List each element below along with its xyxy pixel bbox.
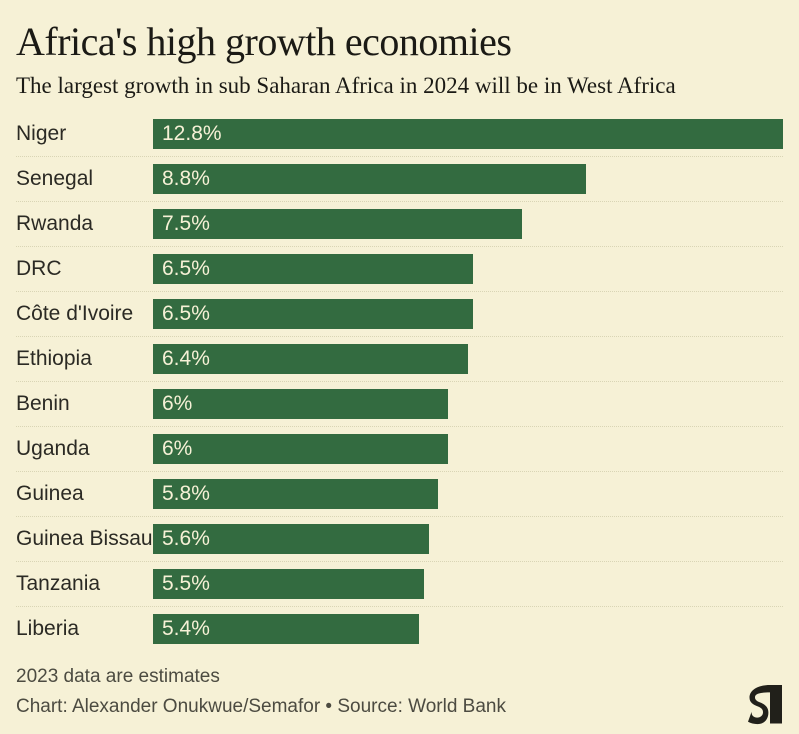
bar-row: Côte d'Ivoire 6.5%: [16, 291, 783, 336]
value-bar: 12.8%: [153, 118, 783, 149]
bar-track: 8.8%: [153, 164, 783, 195]
bar-row: Ethiopia 6.4%: [16, 336, 783, 381]
bar-row: Uganda 6%: [16, 426, 783, 471]
bar-track: 5.5%: [153, 569, 783, 600]
chart-credit: Chart: Alexander Onukwue/Semafor • Sourc…: [16, 696, 506, 718]
country-label: Niger: [16, 121, 67, 145]
value-bar: 6.4%: [153, 344, 468, 375]
value-label: 6.5%: [162, 302, 210, 326]
bar-track: 5.6%: [153, 524, 783, 555]
value-bar: 5.8%: [153, 479, 439, 510]
bar-track: 6%: [153, 434, 783, 465]
value-bar: 5.5%: [153, 569, 424, 600]
semafor-logo-icon: [745, 683, 785, 725]
value-bar: 6.5%: [153, 254, 473, 285]
value-bar: 8.8%: [153, 164, 587, 195]
value-bar: 6.5%: [153, 299, 473, 330]
value-label: 6.4%: [162, 347, 210, 371]
country-label: Tanzania: [16, 572, 101, 596]
value-label: 5.5%: [162, 572, 210, 596]
value-bar: 7.5%: [153, 209, 523, 240]
bar-track: 6.5%: [153, 299, 783, 330]
value-bar: 5.4%: [153, 614, 419, 645]
value-label: 5.8%: [162, 482, 210, 506]
country-label: DRC: [16, 257, 62, 281]
value-bar: 6%: [153, 389, 449, 420]
country-label: Liberia: [16, 617, 80, 641]
value-label: 6.5%: [162, 257, 210, 281]
bar-row: Guinea Bissau 5.6%: [16, 516, 783, 561]
bar-row: Benin 6%: [16, 381, 783, 426]
bar-track: 6.4%: [153, 344, 783, 375]
country-label: Guinea Bissau: [16, 527, 153, 551]
value-label: 5.6%: [162, 527, 210, 551]
bar-track: 6.5%: [153, 254, 783, 285]
bar-row: Senegal 8.8%: [16, 156, 783, 201]
bar-row: Guinea 5.8%: [16, 471, 783, 516]
value-label: 5.4%: [162, 617, 210, 641]
value-bar: 5.6%: [153, 524, 429, 555]
value-label: 12.8%: [162, 121, 222, 145]
bar-track: 5.4%: [153, 614, 783, 645]
bar-row: Niger 12.8%: [16, 111, 783, 156]
bar-track: 5.8%: [153, 479, 783, 510]
country-label: Benin: [16, 392, 70, 416]
country-label: Senegal: [16, 167, 94, 191]
chart-title: Africa's high growth economies: [16, 19, 512, 64]
country-label: Côte d'Ivoire: [16, 302, 134, 326]
value-label: 7.5%: [162, 212, 210, 236]
bar-row: Tanzania 5.5%: [16, 561, 783, 606]
country-label: Ethiopia: [16, 347, 92, 371]
country-label: Rwanda: [16, 212, 94, 236]
bar-track: 6%: [153, 389, 783, 420]
bar-track: 12.8%: [153, 118, 783, 149]
country-label: Guinea: [16, 482, 84, 506]
value-label: 6%: [162, 392, 193, 416]
chart-note: 2023 data are estimates: [16, 666, 220, 688]
value-label: 6%: [162, 437, 193, 461]
value-label: 8.8%: [162, 167, 210, 191]
bar-track: 7.5%: [153, 209, 783, 240]
bar-row: DRC 6.5%: [16, 246, 783, 291]
value-bar: 6%: [153, 434, 449, 465]
bar-row: Rwanda 7.5%: [16, 201, 783, 246]
bar-row: Liberia 5.4%: [16, 606, 783, 651]
country-label: Uganda: [16, 437, 90, 461]
chart-subtitle: The largest growth in sub Saharan Africa…: [16, 73, 676, 99]
bar-chart: Niger 12.8% Senegal 8.8% Rwanda 7.5% DRC…: [16, 111, 783, 651]
